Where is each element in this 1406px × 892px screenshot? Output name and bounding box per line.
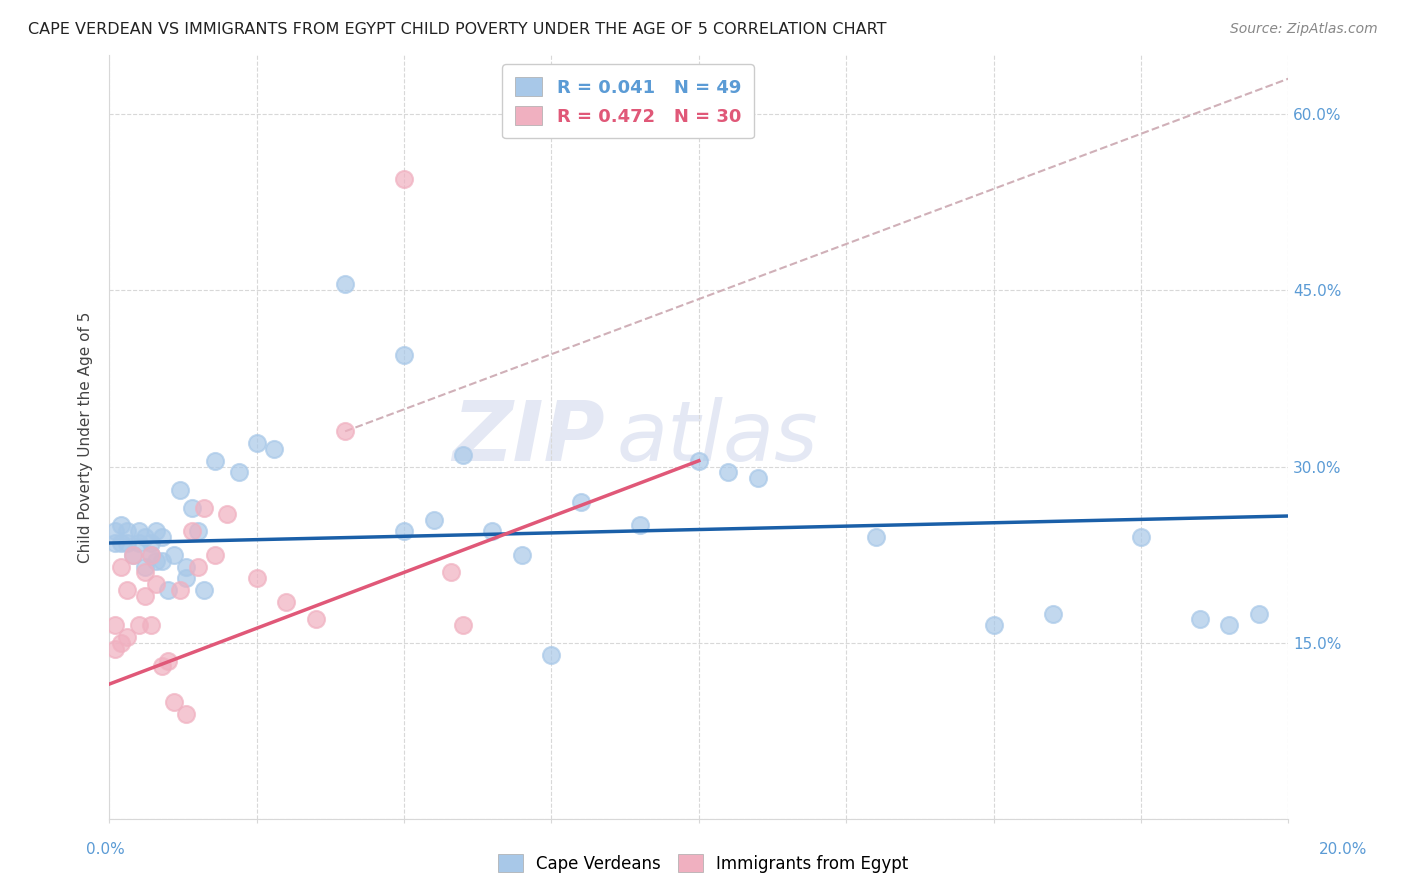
- Point: [128, 536, 150, 550]
- Point: [145, 524, 167, 539]
- Point: [139, 548, 162, 562]
- Point: [1218, 618, 1240, 632]
- Point: [128, 524, 150, 539]
- Point: [121, 548, 143, 562]
- Point: [145, 577, 167, 591]
- Point: [115, 536, 138, 550]
- Point: [204, 548, 226, 562]
- Point: [115, 583, 138, 598]
- Point: [134, 566, 156, 580]
- Point: [392, 524, 415, 539]
- Point: [150, 554, 173, 568]
- Legend: R = 0.041   N = 49, R = 0.472   N = 30: R = 0.041 N = 49, R = 0.472 N = 30: [502, 64, 754, 138]
- Point: [747, 471, 769, 485]
- Text: CAPE VERDEAN VS IMMIGRANTS FROM EGYPT CHILD POVERTY UNDER THE AGE OF 5 CORRELATI: CAPE VERDEAN VS IMMIGRANTS FROM EGYPT CH…: [28, 22, 887, 37]
- Point: [628, 518, 651, 533]
- Point: [688, 454, 710, 468]
- Point: [392, 348, 415, 362]
- Point: [174, 559, 197, 574]
- Point: [569, 495, 592, 509]
- Point: [169, 483, 191, 497]
- Point: [180, 524, 202, 539]
- Point: [187, 524, 209, 539]
- Point: [121, 548, 143, 562]
- Point: [110, 536, 132, 550]
- Point: [246, 571, 269, 585]
- Point: [157, 654, 180, 668]
- Text: 0.0%: 0.0%: [86, 842, 125, 856]
- Point: [333, 425, 356, 439]
- Point: [481, 524, 503, 539]
- Point: [139, 536, 162, 550]
- Text: Source: ZipAtlas.com: Source: ZipAtlas.com: [1230, 22, 1378, 37]
- Point: [440, 566, 463, 580]
- Point: [333, 277, 356, 292]
- Point: [510, 548, 533, 562]
- Point: [865, 530, 887, 544]
- Point: [246, 436, 269, 450]
- Point: [104, 641, 127, 656]
- Point: [451, 618, 474, 632]
- Point: [110, 518, 132, 533]
- Point: [139, 548, 162, 562]
- Point: [193, 583, 215, 598]
- Point: [1247, 607, 1270, 621]
- Point: [304, 612, 326, 626]
- Point: [422, 512, 444, 526]
- Point: [204, 454, 226, 468]
- Point: [134, 530, 156, 544]
- Point: [110, 559, 132, 574]
- Point: [157, 583, 180, 598]
- Point: [163, 548, 186, 562]
- Point: [392, 171, 415, 186]
- Point: [717, 466, 740, 480]
- Point: [104, 618, 127, 632]
- Point: [274, 595, 297, 609]
- Point: [540, 648, 562, 662]
- Point: [139, 618, 162, 632]
- Point: [263, 442, 285, 456]
- Point: [174, 571, 197, 585]
- Point: [169, 583, 191, 598]
- Point: [145, 554, 167, 568]
- Point: [180, 500, 202, 515]
- Point: [115, 630, 138, 644]
- Point: [983, 618, 1005, 632]
- Point: [104, 524, 127, 539]
- Point: [1188, 612, 1211, 626]
- Point: [193, 500, 215, 515]
- Point: [128, 618, 150, 632]
- Point: [115, 524, 138, 539]
- Point: [134, 589, 156, 603]
- Point: [217, 507, 239, 521]
- Point: [104, 536, 127, 550]
- Point: [150, 659, 173, 673]
- Point: [150, 530, 173, 544]
- Text: 20.0%: 20.0%: [1319, 842, 1367, 856]
- Text: ZIP: ZIP: [451, 397, 605, 478]
- Y-axis label: Child Poverty Under the Age of 5: Child Poverty Under the Age of 5: [79, 311, 93, 563]
- Text: atlas: atlas: [616, 397, 818, 478]
- Point: [163, 695, 186, 709]
- Point: [451, 448, 474, 462]
- Point: [228, 466, 250, 480]
- Point: [174, 706, 197, 721]
- Legend: Cape Verdeans, Immigrants from Egypt: Cape Verdeans, Immigrants from Egypt: [491, 847, 915, 880]
- Point: [1130, 530, 1153, 544]
- Point: [134, 559, 156, 574]
- Point: [187, 559, 209, 574]
- Point: [1042, 607, 1064, 621]
- Point: [110, 636, 132, 650]
